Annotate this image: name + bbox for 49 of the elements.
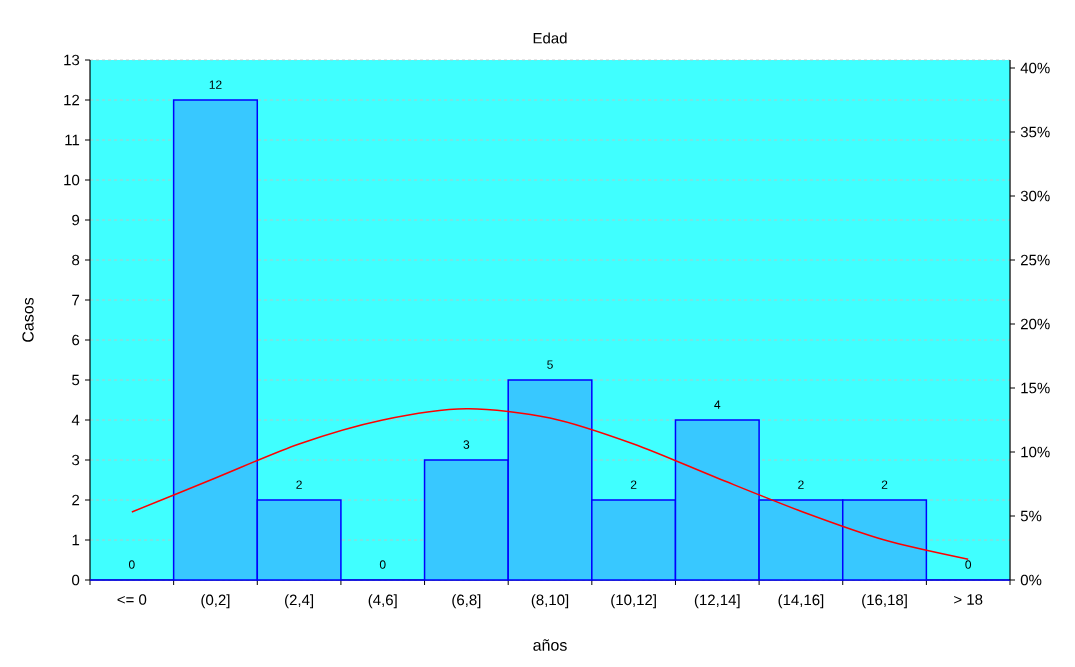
y-tick-label: 3 (72, 454, 80, 466)
data-label: 4 (714, 400, 721, 409)
data-label: 5 (547, 360, 553, 369)
y2-tick-label: 5% (1020, 510, 1042, 522)
data-label: 2 (630, 480, 637, 489)
y-tick-label: 11 (65, 134, 80, 146)
y-tick-label: 0 (72, 574, 80, 586)
y2-tick-label: 30% (1020, 190, 1050, 202)
y-tick-label: 5 (72, 374, 80, 386)
y-tick-label: 4 (71, 414, 80, 426)
line-series (131, 408, 969, 560)
y-tick-label: 12 (64, 94, 80, 106)
data-label: 3 (463, 440, 470, 449)
x-tick-label: (8,10] (531, 594, 569, 609)
y-tick-label: 2 (72, 494, 80, 506)
y2-tick-label: 25% (1020, 254, 1050, 266)
chart-title: Edad (533, 32, 567, 44)
y-tick-label: 1 (72, 534, 80, 546)
x-tick-label: (2,4] (285, 594, 314, 609)
x-tick-label: (16,18] (862, 594, 907, 609)
y2-tick-label: 0% (1020, 574, 1042, 586)
y-tick-label: 9 (72, 214, 80, 226)
y-tick-label: 8 (72, 254, 80, 266)
y-tick-label: 13 (64, 54, 80, 66)
data-label: 2 (798, 480, 804, 489)
x-axis-title: años (533, 639, 567, 651)
x-tick-label: <= 0 (117, 594, 147, 605)
data-label: 0 (128, 560, 135, 569)
x-tick-label: > 18 (954, 594, 983, 605)
x-tick-label: (4,6] (368, 594, 397, 609)
data-label: 12 (209, 80, 222, 89)
y2-tick-label: 40% (1020, 62, 1050, 74)
data-label: 2 (881, 480, 888, 489)
x-tick-label: (12,14] (694, 594, 740, 609)
x-tick-label: (14,16] (778, 594, 824, 609)
y2-tick-label: 20% (1020, 318, 1050, 330)
data-label: 0 (965, 560, 972, 569)
y-tick-label: 7 (72, 294, 80, 306)
y2-tick-label: 35% (1020, 126, 1050, 138)
x-tick-label: (10,12] (611, 594, 656, 609)
y-tick-label: 10 (64, 174, 80, 186)
data-label: 0 (379, 560, 386, 569)
data-label: 2 (296, 480, 302, 489)
x-tick-label: (0,2] (201, 594, 230, 609)
y-axis-title: Casos (22, 297, 34, 342)
y2-tick-label: 15% (1021, 382, 1050, 394)
y2-tick-label: 10% (1021, 446, 1050, 458)
x-tick-label: (6,8] (452, 594, 481, 609)
y-tick-label: 6 (72, 334, 80, 346)
